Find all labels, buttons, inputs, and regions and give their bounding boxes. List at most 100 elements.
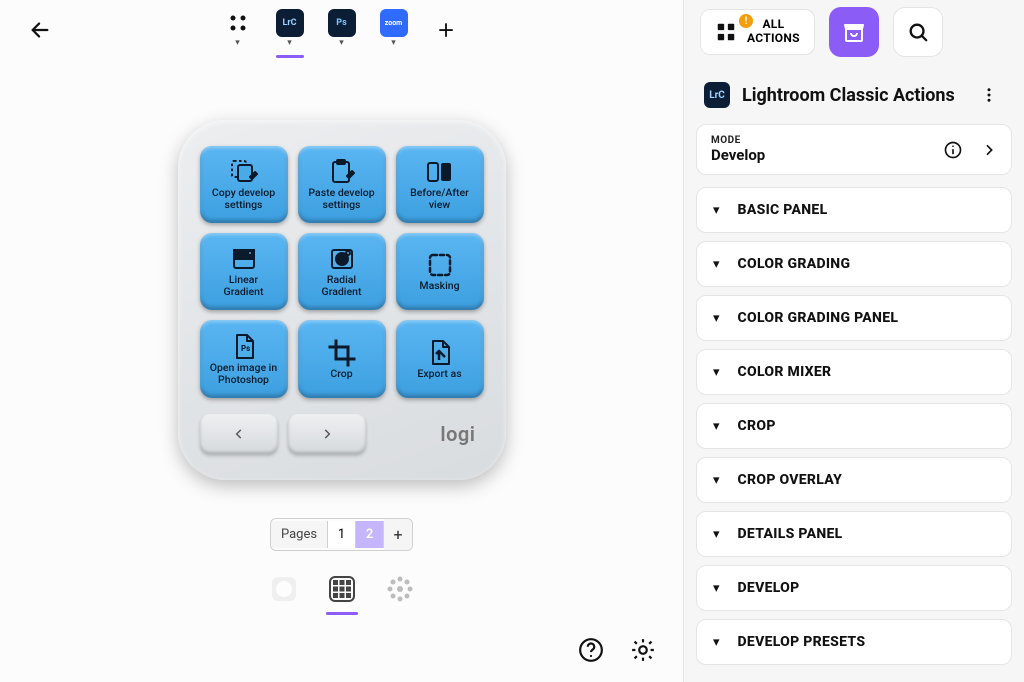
device-key[interactable]: Paste develop settings xyxy=(298,146,386,223)
section-row[interactable]: ▾ DETAILS PANEL xyxy=(696,511,1012,557)
crop-icon xyxy=(325,338,359,368)
search-button[interactable] xyxy=(893,7,943,57)
add-app-button[interactable] xyxy=(432,16,460,44)
zoom-icon: zoom xyxy=(380,9,408,37)
pager-add-button[interactable]: + xyxy=(384,519,412,550)
keypad-icon xyxy=(327,574,357,604)
pager-page-1[interactable]: 1 xyxy=(328,521,356,548)
section-row[interactable]: ▾ CROP OVERLAY xyxy=(696,457,1012,503)
section-title: DETAILS PANEL xyxy=(738,526,843,542)
device-key[interactable]: Ps Open image in Photoshop xyxy=(200,320,288,397)
svg-text:Ps: Ps xyxy=(241,344,250,353)
lrc-icon: LrC xyxy=(704,82,730,108)
section-row[interactable]: ▾ BASIC PANEL xyxy=(696,187,1012,233)
sidebar-header: LrC Lightroom Classic Actions xyxy=(684,64,1024,118)
key-label: Radial Gradient xyxy=(322,274,362,298)
section-title: CROP xyxy=(738,418,776,434)
sidebar-top: ! ALL ACTIONS xyxy=(684,0,1024,64)
key-label: Copy develop settings xyxy=(212,187,275,211)
footer-icons xyxy=(577,636,657,664)
wheel-icon xyxy=(385,574,415,604)
dial-icon xyxy=(269,574,299,604)
section-row[interactable]: ▾ COLOR GRADING xyxy=(696,241,1012,287)
section-title: CROP OVERLAY xyxy=(738,472,843,488)
back-button[interactable] xyxy=(20,10,60,50)
lrc-icon: LrC xyxy=(276,9,304,37)
main-panel: ▾ LrC ▾ Ps ▾ zoom ▾ xyxy=(0,0,684,682)
chevron-down-icon: ▾ xyxy=(713,257,720,272)
info-icon[interactable] xyxy=(943,140,963,160)
device-tab-wheel[interactable] xyxy=(380,569,420,609)
device-key[interactable]: Crop xyxy=(298,320,386,397)
key-label: Open image in Photoshop xyxy=(210,362,277,386)
more-button[interactable] xyxy=(980,86,1004,104)
device-prev-button[interactable] xyxy=(200,414,278,454)
copy-edit-icon xyxy=(227,157,261,187)
device: Copy develop settings Paste develop sett… xyxy=(178,120,506,480)
chevron-down-icon: ▾ xyxy=(713,527,720,542)
device-tab-dial[interactable] xyxy=(264,569,304,609)
app-tab-ps[interactable]: Ps ▾ xyxy=(328,9,356,52)
chevron-down-icon: ▾ xyxy=(235,39,240,48)
chevron-down-icon: ▾ xyxy=(713,203,720,218)
pager: Pages 1 2 + xyxy=(270,518,413,551)
top-bar: ▾ LrC ▾ Ps ▾ zoom ▾ xyxy=(0,0,683,60)
section-row[interactable]: ▾DEVELOP PRESETS xyxy=(696,619,1012,665)
device-key[interactable]: Export as xyxy=(396,320,484,397)
chevron-down-icon: ▾ xyxy=(713,635,720,650)
section-title: COLOR GRADING xyxy=(738,256,851,272)
device-next-button[interactable] xyxy=(288,414,366,454)
app-tab-lrc[interactable]: LrC ▾ xyxy=(276,9,304,52)
section-title: COLOR MIXER xyxy=(738,364,832,380)
open-ps-icon: Ps xyxy=(227,332,261,362)
gear-icon xyxy=(630,637,656,663)
app-tab-zoom[interactable]: zoom ▾ xyxy=(380,9,408,52)
chevron-right-icon xyxy=(320,427,334,441)
app-tab-grid[interactable]: ▾ xyxy=(224,9,252,52)
device-key[interactable]: Radial Gradient xyxy=(298,233,386,310)
key-label: Paste develop settings xyxy=(308,187,374,211)
device-nav: logi xyxy=(200,408,484,460)
pager-page-2[interactable]: 2 xyxy=(356,521,384,548)
chevron-left-icon xyxy=(232,427,246,441)
chevron-down-icon: ▾ xyxy=(287,39,292,48)
linear-gradient-icon xyxy=(227,244,261,274)
chevron-down-icon: ▾ xyxy=(713,473,720,488)
chevron-right-icon xyxy=(981,142,997,158)
grid-icon xyxy=(715,21,737,43)
mode-value: Develop xyxy=(711,146,765,164)
all-actions-button[interactable]: ! ALL ACTIONS xyxy=(700,9,815,55)
mode-card[interactable]: MODE Develop xyxy=(696,124,1012,175)
radial-gradient-icon xyxy=(325,244,359,274)
section-title: DEVELOP xyxy=(738,580,800,596)
key-label: Linear Gradient xyxy=(224,274,264,298)
sidebar-title: Lightroom Classic Actions xyxy=(742,85,955,106)
device-key[interactable]: Linear Gradient xyxy=(200,233,288,310)
mode-label: MODE xyxy=(711,135,765,146)
app-tabs: ▾ LrC ▾ Ps ▾ zoom ▾ xyxy=(60,9,623,52)
device-key[interactable]: Copy develop settings xyxy=(200,146,288,223)
ps-icon: Ps xyxy=(328,9,356,37)
device-key[interactable]: Masking xyxy=(396,233,484,310)
device-tab-keypad[interactable] xyxy=(322,569,362,609)
grid-icon xyxy=(228,13,248,33)
section-row[interactable]: ▾ CROP xyxy=(696,403,1012,449)
key-label: Export as xyxy=(417,368,461,380)
key-label: Masking xyxy=(419,280,459,292)
paste-edit-icon xyxy=(325,157,359,187)
section-row[interactable]: ▾COLOR GRADING PANEL xyxy=(696,295,1012,341)
settings-button[interactable] xyxy=(629,636,657,664)
export-icon xyxy=(423,338,457,368)
section-title: BASIC PANEL xyxy=(738,202,828,218)
section-title: COLOR GRADING PANEL xyxy=(738,310,899,326)
store-button[interactable] xyxy=(829,7,879,57)
all-actions-label: ALL ACTIONS xyxy=(747,18,800,46)
section-row[interactable]: ▾COLOR MIXER xyxy=(696,349,1012,395)
search-icon xyxy=(907,21,929,43)
store-icon xyxy=(842,20,866,44)
help-button[interactable] xyxy=(577,636,605,664)
pager-label: Pages xyxy=(271,521,328,548)
chevron-down-icon: ▾ xyxy=(713,419,720,434)
section-row[interactable]: ▾DEVELOP xyxy=(696,565,1012,611)
device-key[interactable]: Before/After view xyxy=(396,146,484,223)
